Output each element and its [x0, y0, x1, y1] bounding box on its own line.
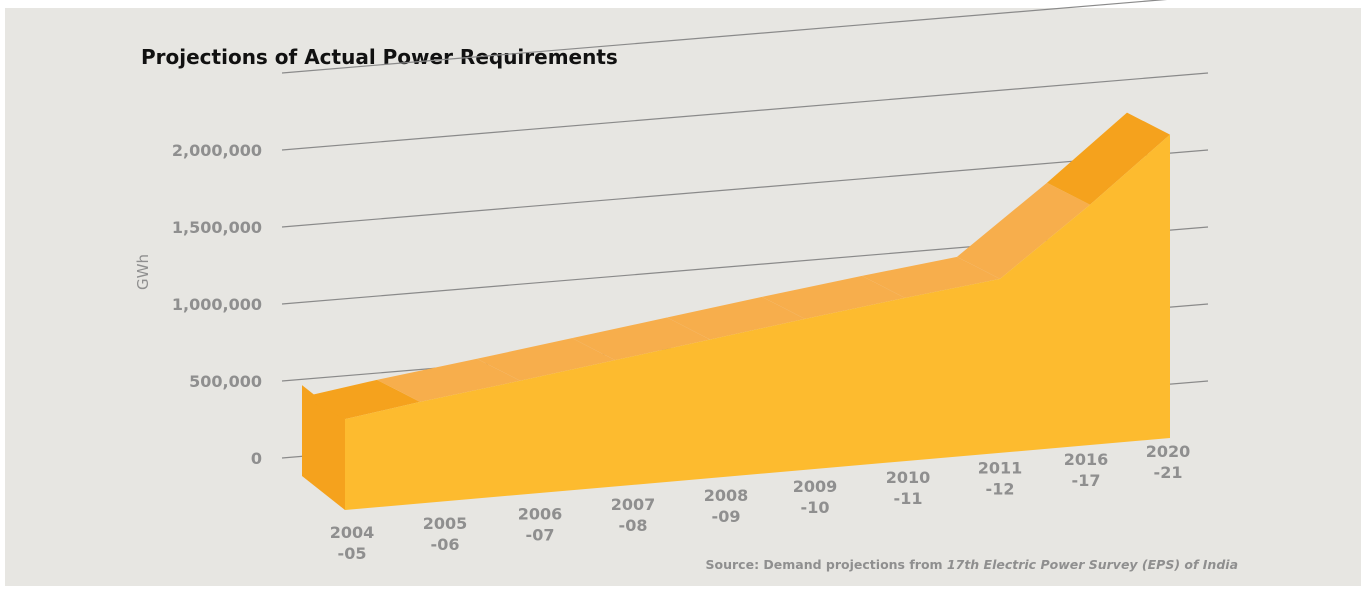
x-tick-label: 2006: [518, 504, 563, 523]
x-tick-label: 2005: [423, 514, 468, 533]
x-tick-label: -06: [431, 535, 460, 554]
x-tick-label: 2008: [704, 486, 749, 505]
y-tick-label: 1,000,000: [172, 295, 262, 314]
area-top-face: [862, 256, 1000, 298]
y-axis-ticks: 0 500,000 1,000,000 1,500,000 2,000,000: [172, 141, 262, 468]
source-prefix: Source: Demand projections from: [705, 557, 947, 572]
x-tick-label: 2004: [330, 523, 375, 542]
y-tick-label: 500,000: [189, 372, 262, 391]
x-tick-label: 2011: [978, 459, 1023, 478]
x-tick-label: -21: [1154, 463, 1183, 482]
x-tick-label: -09: [712, 507, 741, 526]
x-tick-label: 2007: [611, 495, 656, 514]
x-tick-label: -11: [894, 489, 923, 508]
y-axis-label: GWh: [134, 254, 152, 290]
area-top-face: [667, 296, 805, 340]
x-tick-label: -05: [338, 544, 367, 563]
source-note: Source: Demand projections from 17th Ele…: [706, 557, 1238, 572]
y-tick-label: 0: [251, 449, 262, 468]
x-tick-label: 2009: [793, 477, 838, 496]
area-top-face: [377, 358, 520, 402]
source-title: 17th Electric Power Survey (EPS) of Indi…: [946, 557, 1238, 572]
x-tick-label: -08: [619, 516, 648, 535]
area-front-face: [345, 134, 1170, 510]
y-tick-label: 1,500,000: [172, 218, 262, 237]
gridline: [281, 0, 1168, 74]
x-tick-label: 2016: [1064, 450, 1109, 469]
area-3d-shape: [302, 112, 1170, 510]
area-left-face: [302, 385, 345, 510]
area-top-face: [572, 317, 710, 361]
x-tick-label: 2020: [1146, 442, 1191, 461]
area-top-face: [762, 275, 905, 319]
area-top-face: [957, 182, 1090, 279]
x-tick-label: 2010: [886, 468, 931, 487]
gridline: [281, 149, 1209, 228]
y-tick-label: 2,000,000: [172, 141, 262, 160]
x-axis-ticks: 2004 -05 2005 -06 2006 -07 2007 -08 2008 -09 2009 -…: [330, 442, 1191, 563]
x-tick-label: -17: [1072, 471, 1101, 490]
area-top-face: [477, 338, 615, 381]
x-tick-label: -12: [986, 480, 1015, 499]
gridline: [281, 72, 1209, 151]
area-top-face: [302, 379, 420, 420]
x-tick-label: -07: [526, 525, 555, 544]
area-top-face: [1047, 112, 1170, 205]
x-tick-label: -10: [801, 498, 830, 517]
